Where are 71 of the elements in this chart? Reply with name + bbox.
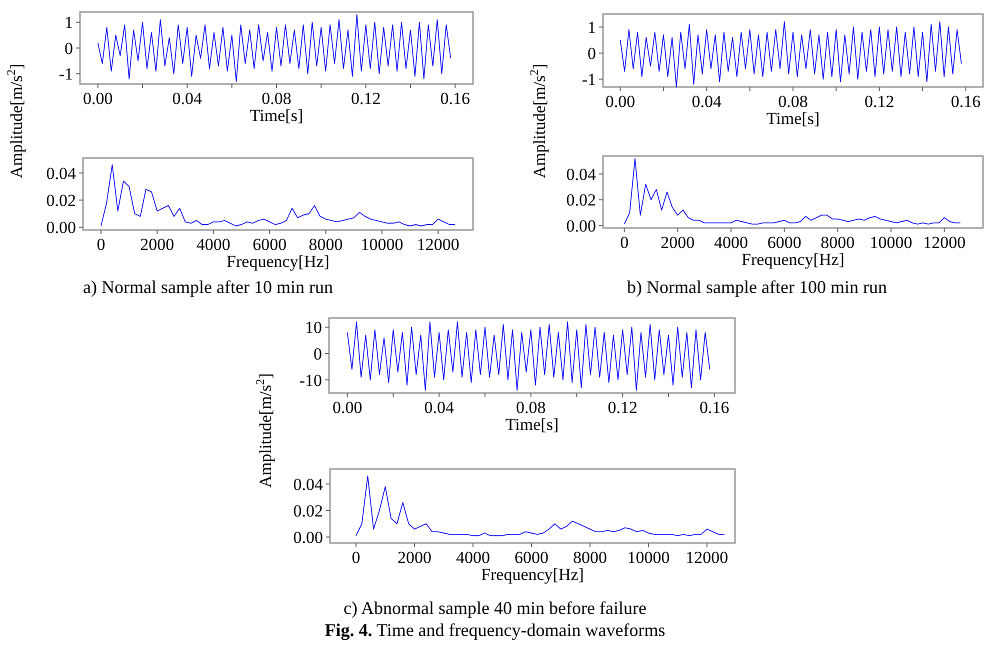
x-tick-label: 0.08 bbox=[778, 92, 808, 111]
x-tick-label: 4000 bbox=[196, 235, 230, 254]
y-tick-label: 1 bbox=[64, 13, 73, 32]
x-tick-label: 10000 bbox=[360, 235, 404, 254]
x-axis-title: Frequency[Hz] bbox=[226, 252, 330, 271]
y-tick-label: -10 bbox=[299, 370, 322, 390]
x-tick-label: 10000 bbox=[870, 233, 912, 252]
x-tick-label: 0 bbox=[620, 233, 629, 252]
x-tick-label: 2000 bbox=[660, 233, 695, 252]
x-tick-label: 2000 bbox=[140, 235, 174, 254]
text: Time and frequency-domain waveforms bbox=[372, 620, 666, 640]
x-axis-title: Time[s] bbox=[250, 106, 304, 125]
y-tick-label: 0.04 bbox=[566, 164, 596, 184]
y-tick-label: 0.04 bbox=[293, 474, 324, 494]
x-tick-label: 12000 bbox=[686, 548, 728, 567]
y-tick-label: 0.00 bbox=[566, 216, 596, 236]
x-tick-label: 12000 bbox=[416, 235, 460, 254]
x-tick-label: 4000 bbox=[456, 548, 490, 567]
x-axis-title: Time[s] bbox=[766, 109, 820, 128]
x-tick-label: 0.08 bbox=[516, 398, 546, 417]
x-tick-label: 0.12 bbox=[608, 398, 638, 417]
x-tick-label: 6000 bbox=[767, 233, 802, 252]
y-tick-label: 0 bbox=[588, 44, 596, 64]
y-tick-label: -1 bbox=[582, 70, 596, 90]
x-tick-label: 8000 bbox=[572, 548, 607, 567]
y-tick-label: 0.02 bbox=[566, 190, 596, 210]
x-tick-label: 10000 bbox=[627, 548, 670, 567]
y-tick-label: 0.04 bbox=[46, 164, 76, 183]
line-series bbox=[356, 476, 725, 536]
y-tick-label: 0.00 bbox=[46, 218, 76, 238]
x-tick-label: 4000 bbox=[714, 233, 748, 252]
text: c) Abnormal sample 40 min before failure bbox=[344, 598, 646, 618]
x-tick-label: 0.16 bbox=[440, 89, 470, 108]
x-tick-label: 0.16 bbox=[699, 398, 730, 417]
x-tick-label: 0 bbox=[352, 548, 360, 567]
x-axis-title: Frequency[Hz] bbox=[481, 565, 584, 584]
x-tick-label: 6000 bbox=[514, 548, 548, 567]
x-tick-label: 0.04 bbox=[172, 89, 203, 108]
line-series bbox=[346, 322, 710, 391]
x-axis-title: Frequency[Hz] bbox=[742, 250, 844, 269]
y-tick-label: 0 bbox=[64, 38, 73, 58]
x-tick-label: 0.00 bbox=[82, 89, 113, 108]
x-tick-label: 8000 bbox=[820, 233, 855, 252]
y-tick-label: 0 bbox=[314, 344, 322, 364]
x-tick-label: 8000 bbox=[308, 235, 343, 254]
x-tick-label: 2000 bbox=[398, 548, 432, 567]
line-series bbox=[624, 158, 961, 225]
x-tick-label: 0.00 bbox=[332, 398, 362, 417]
text: b) Normal sample after 100 min run bbox=[627, 277, 887, 297]
x-axis-title: Time[s] bbox=[505, 415, 559, 434]
line-series bbox=[97, 14, 452, 82]
x-tick-label: 0.08 bbox=[262, 89, 292, 108]
x-tick-label: 6000 bbox=[252, 235, 287, 254]
x-tick-label: 0.04 bbox=[424, 398, 454, 417]
y-tick-label: 0.02 bbox=[46, 191, 76, 210]
text: a) Normal sample after 10 min run bbox=[83, 277, 333, 297]
y-tick-label: 10 bbox=[305, 318, 322, 338]
x-tick-label: 0.00 bbox=[605, 92, 636, 111]
y-tick-label: 1 bbox=[588, 18, 596, 37]
line-series bbox=[620, 21, 962, 88]
y-tick-label: -1 bbox=[58, 64, 73, 84]
caption: Fig. 4. bbox=[324, 620, 372, 640]
x-tick-label: 0.12 bbox=[350, 89, 381, 108]
x-tick-label: 0.04 bbox=[692, 92, 722, 111]
y-tick-label: 0.02 bbox=[293, 501, 323, 520]
line-series bbox=[100, 164, 456, 226]
x-tick-label: 0 bbox=[96, 235, 106, 254]
x-tick-label: 12000 bbox=[923, 233, 966, 252]
y-tick-label: 0.00 bbox=[293, 528, 323, 547]
x-tick-label: 0.12 bbox=[864, 92, 894, 111]
x-tick-label: 0.16 bbox=[950, 92, 981, 111]
